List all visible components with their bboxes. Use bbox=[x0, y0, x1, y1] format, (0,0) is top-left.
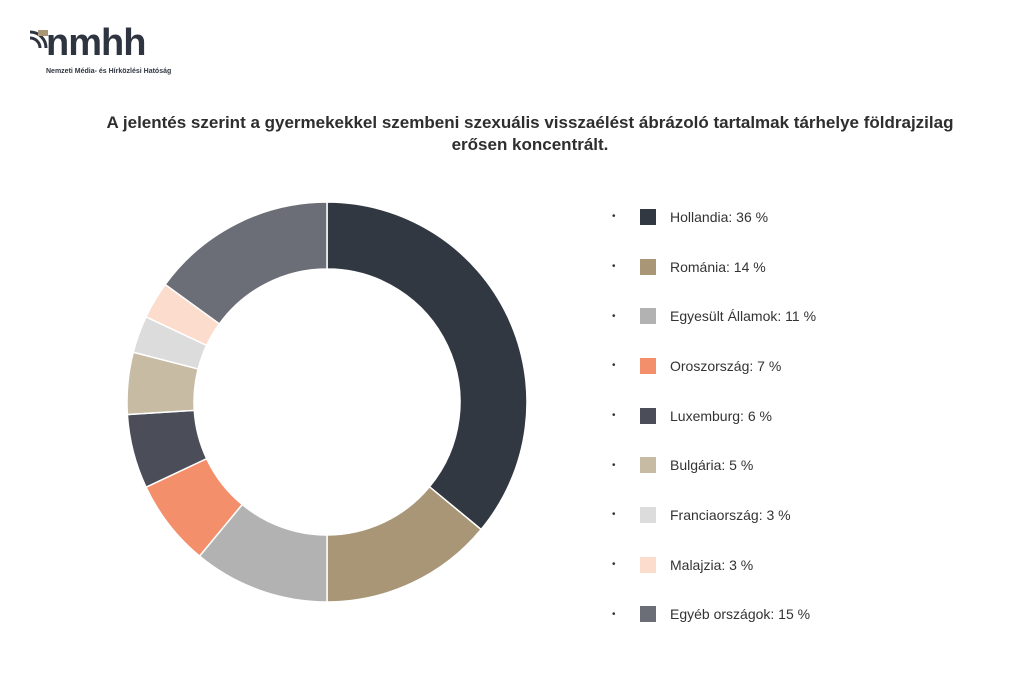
legend-label: Luxemburg: 6 % bbox=[670, 407, 772, 424]
chart-title: A jelentés szerint a gyermekekkel szembe… bbox=[106, 113, 954, 154]
logo-signal-icon bbox=[29, 30, 48, 49]
legend-label: Oroszország: 7 % bbox=[670, 357, 782, 374]
legend-swatch bbox=[640, 407, 656, 424]
legend-swatch bbox=[640, 258, 656, 275]
legend-label: Egyéb országok: 15 % bbox=[670, 606, 811, 623]
bullet: • bbox=[612, 459, 616, 471]
logo-wordmark: nmhh bbox=[46, 22, 146, 64]
bullet: • bbox=[612, 261, 616, 273]
legend-swatch bbox=[640, 308, 656, 325]
legend-item: • Oroszország: 7 % bbox=[612, 341, 816, 391]
legend-label: Románia: 14 % bbox=[670, 258, 766, 275]
legend-swatch bbox=[640, 357, 656, 374]
bullet: • bbox=[612, 360, 616, 372]
legend-label: Egyesült Államok: 11 % bbox=[670, 308, 817, 325]
legend-item: • Hollandia: 36 % bbox=[612, 192, 816, 242]
legend-swatch bbox=[640, 506, 656, 523]
legend-label: Hollandia: 36 % bbox=[670, 208, 769, 225]
legend-item: • Bulgária: 5 % bbox=[612, 440, 816, 490]
legend-item: • Egyéb országok: 15 % bbox=[612, 590, 816, 640]
legend-label: Malajzia: 3 % bbox=[670, 556, 754, 573]
legend-item: • Malajzia: 3 % bbox=[612, 540, 816, 590]
legend-label: Bulgária: 5 % bbox=[670, 457, 754, 474]
logo-subtitle: Nemzeti Média- és Hírközlési Hatóság bbox=[46, 68, 172, 75]
legend-swatch bbox=[640, 457, 656, 474]
bullet: • bbox=[612, 608, 616, 620]
legend-item: • Luxemburg: 6 % bbox=[612, 391, 816, 441]
legend-item: • Franciaország: 3 % bbox=[612, 490, 816, 540]
legend-item: • Románia: 14 % bbox=[612, 242, 816, 292]
nmhh-logo: nmhh Nemzeti Média- és Hírközlési Hatósá… bbox=[28, 22, 208, 78]
bullet: • bbox=[612, 310, 616, 322]
slice-hollandia bbox=[326, 201, 528, 531]
legend: • Hollandia: 36 % • Románia: 14 % • Egyesült … bbox=[612, 192, 816, 639]
slice-egyéb-országok bbox=[164, 201, 328, 325]
legend-swatch bbox=[640, 556, 656, 573]
legend-swatch bbox=[640, 606, 656, 623]
bullet: • bbox=[612, 559, 616, 571]
legend-swatch bbox=[640, 208, 656, 225]
legend-label: Franciaország: 3 % bbox=[670, 506, 791, 523]
bullet: • bbox=[612, 410, 616, 422]
legend-item: • Egyesült Államok: 11 % bbox=[612, 291, 816, 341]
bullet: • bbox=[612, 211, 616, 223]
bullet: • bbox=[612, 509, 616, 521]
